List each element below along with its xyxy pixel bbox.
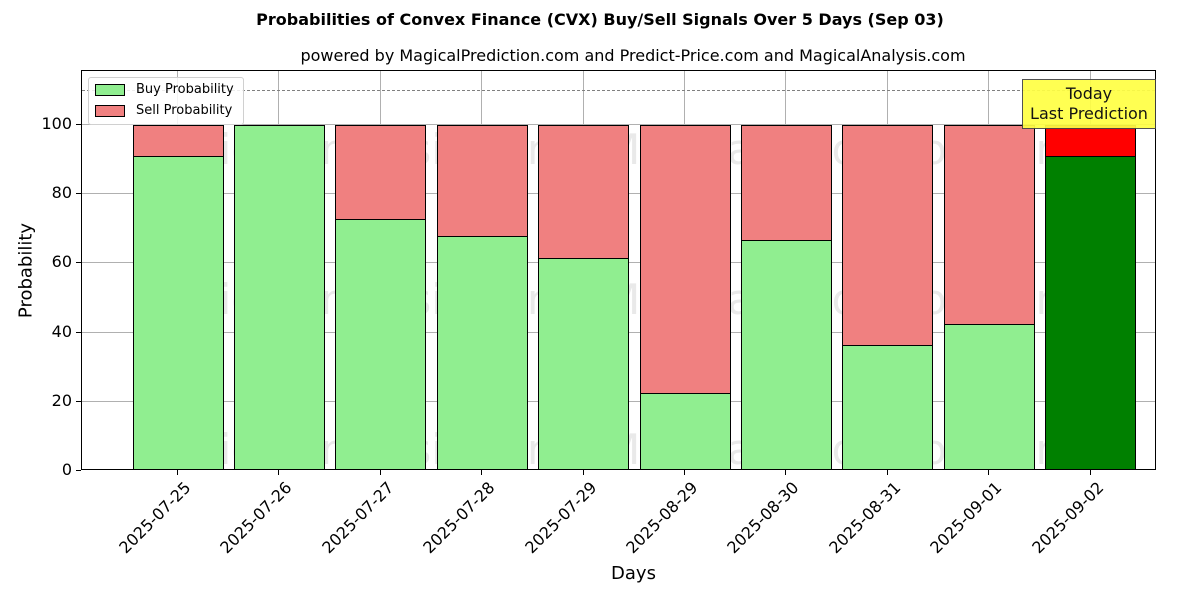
y-tick-label: 20 — [51, 390, 72, 410]
buy-bar-2025-08-30 — [740, 239, 832, 469]
y-tick-mark — [76, 124, 81, 125]
y-tick-label: 40 — [51, 321, 72, 341]
x-tick-mark — [1089, 470, 1091, 475]
buy-swatch-icon — [95, 83, 125, 96]
y-tick-mark — [76, 262, 81, 264]
x-tick-label: 2025-07-28 — [419, 478, 499, 558]
x-tick-label: 2025-07-26 — [216, 478, 296, 558]
chart-subtitle: powered by MagicalPrediction.com and Pre… — [300, 46, 966, 65]
x-tick-label: 2025-07-27 — [318, 478, 398, 558]
x-tick-label: 2025-09-02 — [1027, 478, 1108, 558]
legend-item-buy: Buy Probability — [95, 82, 234, 97]
legend-item-sell: Sell Probability — [95, 103, 232, 118]
sell-bar-2025-08-29 — [639, 125, 731, 394]
legend: Buy Probability Sell Probability — [88, 77, 244, 125]
y-tick-mark — [76, 193, 81, 195]
x-tick-label: 2025-08-29 — [622, 478, 702, 558]
y-tick-label: 0 — [61, 460, 72, 479]
buy-bar-2025-07-29 — [538, 257, 630, 469]
y-tick-mark — [76, 400, 81, 402]
buy-bar-2025-09-01 — [943, 323, 1035, 469]
x-tick-mark — [684, 470, 685, 475]
buy-bar-2025-08-29 — [639, 392, 731, 469]
buy-bar-2025-07-26 — [233, 125, 325, 469]
x-tick-mark — [785, 470, 787, 475]
y-tick-label: 60 — [51, 252, 72, 272]
buy-bar-2025-07-25 — [132, 156, 224, 469]
x-tick-label: 2025-09-01 — [926, 478, 1006, 558]
y-tick-mark — [76, 470, 81, 471]
plot-area: MagicalAnalysis.comMagicalPrediction.com… — [81, 70, 1156, 470]
sell-bar-2025-07-28 — [436, 125, 528, 237]
y-axis-label: Probability — [15, 222, 37, 319]
x-tick-mark — [886, 470, 888, 475]
sell-swatch-icon — [95, 104, 125, 117]
sell-bar-2025-09-01 — [943, 125, 1035, 325]
x-tick-mark — [278, 470, 280, 475]
legend-buy-label: Buy Probability — [136, 82, 234, 97]
buy-bar-2025-08-31 — [842, 345, 934, 469]
x-tick-label: 2025-07-25 — [115, 478, 195, 558]
today-annotation: Today Last Prediction — [1022, 79, 1156, 129]
x-tick-mark — [582, 470, 584, 475]
x-tick-label: 2025-08-30 — [723, 478, 803, 558]
y-tick-label: 100 — [41, 114, 72, 133]
reference-line-dashed — [82, 90, 1155, 92]
x-tick-label: 2025-07-29 — [520, 478, 601, 558]
buy-bar-2025-07-27 — [335, 219, 427, 469]
x-tick-label: 2025-08-31 — [825, 478, 905, 558]
y-tick-label: 80 — [51, 183, 72, 203]
chart-title: Probabilities of Convex Finance (CVX) Bu… — [256, 10, 944, 29]
sell-bar-2025-07-25 — [132, 125, 224, 158]
grid-line-horizontal — [82, 124, 1155, 125]
x-tick-mark — [988, 470, 990, 475]
x-tick-mark — [177, 470, 178, 475]
x-tick-mark — [379, 470, 381, 475]
x-axis-label: Days — [611, 563, 656, 584]
sell-bar-2025-07-29 — [538, 125, 630, 259]
sell-bar-2025-09-02 — [1045, 125, 1137, 158]
today-annotation-line2: Last Prediction — [1030, 104, 1148, 123]
sell-bar-2025-08-31 — [842, 125, 934, 347]
y-tick-mark — [76, 331, 81, 333]
legend-sell-label: Sell Probability — [136, 103, 233, 118]
today-annotation-line1: Today — [1065, 84, 1113, 103]
x-tick-mark — [481, 470, 483, 475]
buy-bar-2025-09-02 — [1045, 156, 1137, 469]
sell-bar-2025-07-27 — [335, 125, 427, 221]
sell-bar-2025-08-30 — [740, 125, 832, 241]
buy-bar-2025-07-28 — [436, 235, 528, 469]
